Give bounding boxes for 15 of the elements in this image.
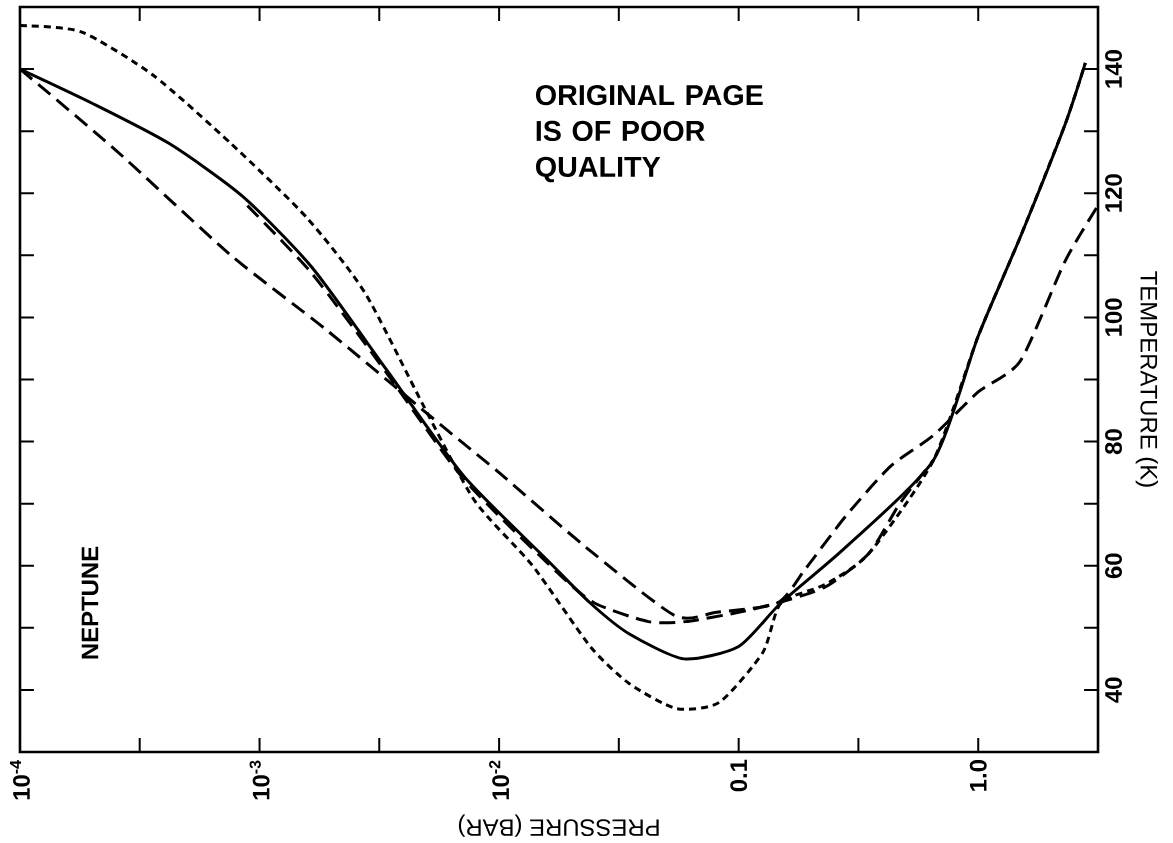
x-tick-label: 10$^{-4}$ — [10, 760, 30, 800]
y-axis-title: TEMPERATURE (K) — [1135, 271, 1158, 487]
x-axis-title: PRESSURE (BAR) — [458, 814, 659, 837]
x-tick-label: 10$^{-3}$ — [249, 760, 270, 800]
y-tick-label: 120 — [1105, 174, 1122, 212]
x-tick-label: 10$^{-2}$ — [489, 760, 510, 800]
y-tick-label: 100 — [1105, 298, 1122, 336]
x-tick-label: 0.1 — [730, 759, 748, 792]
y-tick-label: 80 — [1105, 429, 1122, 455]
y-tick-label: 140 — [1105, 50, 1122, 88]
y-tick-label: 60 — [1105, 553, 1122, 579]
y-tick-label: 40 — [1105, 677, 1122, 703]
annotation: ORIGINAL PAGE IS OF POOR QUALITY — [535, 84, 763, 183]
annotation: NEPTUNE — [81, 546, 99, 659]
x-tick-label: 1.0 — [969, 760, 987, 791]
